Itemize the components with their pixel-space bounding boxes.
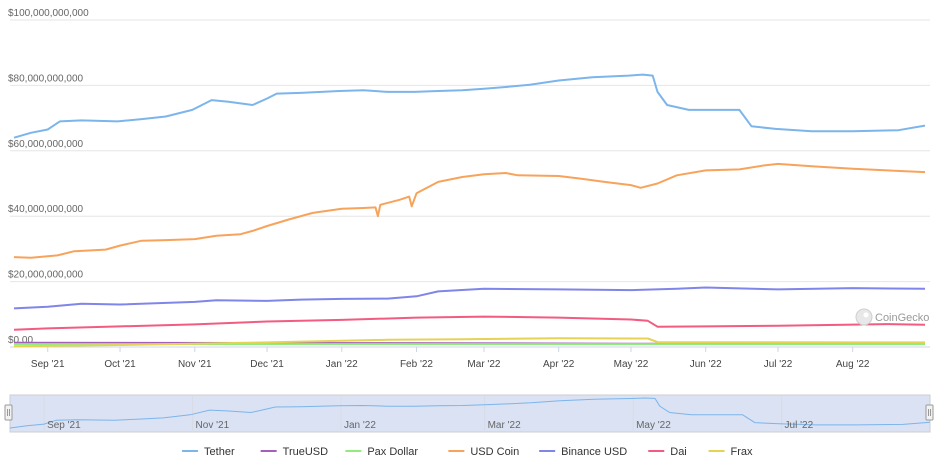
legend-item-usd-coin[interactable]: USD Coin: [448, 446, 519, 458]
legend-label: Tether: [204, 446, 235, 458]
series-line-dai[interactable]: [13, 315, 926, 331]
navigator-handle-right-box[interactable]: [925, 404, 934, 421]
y-tick-label: $0.00: [8, 335, 33, 346]
y-tick-label: $20,000,000,000: [8, 270, 84, 281]
x-tick-label: May '22: [614, 359, 649, 370]
legend-label: Binance USD: [561, 446, 627, 458]
series-line-tether[interactable]: [13, 73, 926, 139]
legend-label: USD Coin: [470, 446, 519, 458]
navigator-gridlines: [43, 395, 783, 432]
series-line-frax[interactable]: [13, 337, 926, 348]
y-gridlines: [10, 19, 930, 283]
navigator-tick-label: Sep '21: [47, 420, 81, 431]
y-tick-label: $40,000,000,000: [8, 204, 84, 215]
legend-item-pax-dollar[interactable]: Pax Dollar: [345, 446, 418, 458]
legend-item-tether[interactable]: Tether: [182, 446, 235, 458]
series-line-usd-coin[interactable]: [13, 162, 926, 259]
x-tick-label: Jul '22: [764, 359, 793, 370]
y-axis-ticks: $0.00 $20,000,000,000 $40,000,000,000 $60,0…: [8, 8, 89, 346]
x-tick-label: Apr '22: [543, 359, 575, 370]
navigator-ticks: Sep '21 Nov '21 Jan '22 Mar '22 May '22 Jul '…: [47, 420, 813, 431]
legend-item-trueusd[interactable]: TrueUSD: [260, 446, 328, 458]
legend-label: Frax: [731, 446, 754, 458]
credit-text: CoinGecko: [875, 312, 929, 324]
navigator-handle-left-box[interactable]: [4, 404, 13, 421]
legend-item-frax[interactable]: Frax: [708, 446, 754, 458]
navigator-handle-left[interactable]: [4, 404, 13, 421]
x-tick-label: Feb '22: [400, 359, 433, 370]
x-tick-label: Dec '21: [250, 359, 284, 370]
coingecko-logo-icon: [855, 308, 873, 326]
x-tick-label: Sep '21: [31, 359, 65, 370]
navigator-tick-label: May '22: [636, 420, 671, 431]
y-tick-label: $100,000,000,000: [8, 8, 89, 19]
x-tick-label: Mar '22: [467, 359, 500, 370]
legend-item-dai[interactable]: Dai: [648, 446, 687, 458]
coingecko-credit[interactable]: CoinGecko: [855, 308, 929, 326]
series-lines: [13, 73, 926, 348]
navigator-tick-label: Nov '21: [196, 420, 230, 431]
series-line-binance-usd[interactable]: [13, 286, 926, 310]
legend-label: Dai: [670, 446, 687, 458]
x-tick-label: Jun '22: [690, 359, 722, 370]
navigator-tick-label: Mar '22: [488, 420, 521, 431]
legend-item-binance-usd[interactable]: Binance USD: [539, 446, 627, 458]
y-tick-label: $80,000,000,000: [8, 73, 84, 84]
legend-label: TrueUSD: [283, 446, 328, 458]
coingecko-logo-eye-icon: [863, 312, 869, 318]
navigator-tick-label: Jul '22: [785, 420, 814, 431]
x-tick-label: Oct '21: [104, 359, 136, 370]
navigator-tick-label: Jan '22: [344, 420, 376, 431]
navigator[interactable]: Sep '21 Nov '21 Jan '22 Mar '22 May '22 Jul '…: [4, 394, 934, 433]
legend: Tether TrueUSD Pax Dollar USD Coin Binance U…: [182, 446, 753, 458]
x-axis-ticks: Sep '21 Oct '21 Nov '21 Dec '21 Jan '22 Feb '…: [31, 347, 870, 370]
legend-label: Pax Dollar: [367, 446, 418, 458]
x-tick-label: Nov '21: [178, 359, 212, 370]
x-tick-label: Jan '22: [326, 359, 358, 370]
x-tick-label: Aug '22: [836, 359, 870, 370]
navigator-series-line: [9, 397, 931, 429]
navigator-handle-right[interactable]: [925, 404, 934, 421]
navigator-selection[interactable]: [10, 395, 930, 432]
y-tick-label: $60,000,000,000: [8, 139, 84, 150]
